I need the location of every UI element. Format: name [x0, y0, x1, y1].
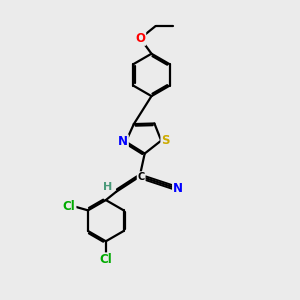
- Text: S: S: [161, 134, 170, 147]
- Text: C: C: [137, 172, 145, 182]
- Text: H: H: [103, 182, 112, 191]
- Text: O: O: [135, 32, 145, 45]
- Text: N: N: [173, 182, 183, 195]
- Text: Cl: Cl: [63, 200, 76, 213]
- Text: Cl: Cl: [100, 253, 112, 266]
- Text: N: N: [118, 135, 128, 148]
